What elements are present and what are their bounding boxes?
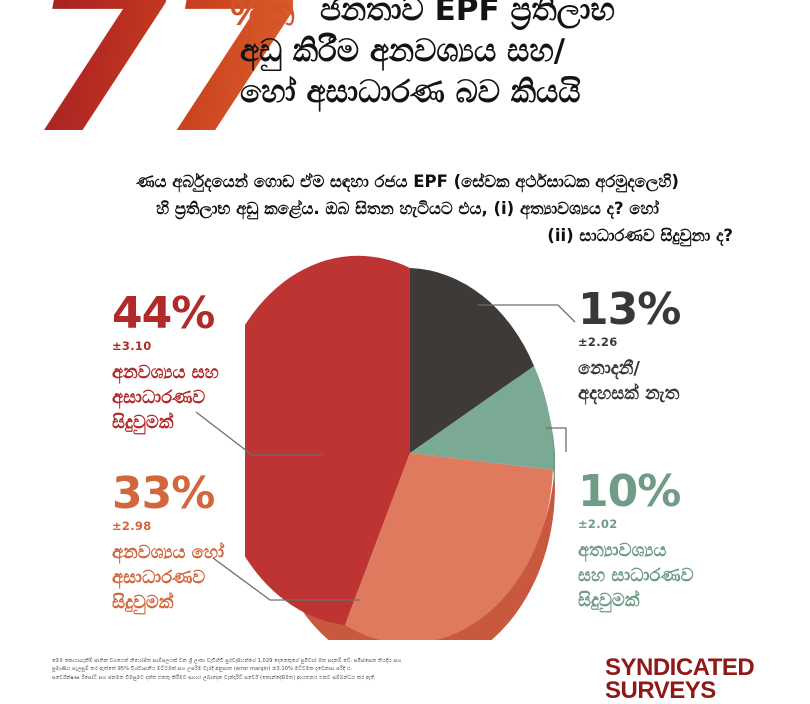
callout-33-desc-line-3: සිදුවුමක් [112,592,174,613]
callout-33-desc-line-2: අසාධාරණව [112,567,206,588]
header-banner: 77 %ක ජනතාව EPF ප්‍රතිලාභ අඩු කිරීම අනවශ… [0,0,810,163]
footnote-line-2: පුමාණීය සැලසුම් කර ඇත්තේ 95% විශ්වාසනීය … [52,666,353,673]
callout-10-margin-of-error: ±2.02 [578,517,618,531]
survey-question-line-2: හි ප්‍රතිලාභ අඩු කළේය. ඔබ සිතන හැටියට එය… [156,199,659,218]
pie-chart-svg [245,255,555,640]
callout-44-margin-of-error: ±3.10 [112,339,152,353]
callout-10-desc-line-2: සහ සාධාරණව [578,565,694,586]
callout-44: 44% ±3.10 අනවශ්‍යය සහ අසාධාරණව සිදුවුමක් [112,292,292,435]
pie-slice-dark-13 [410,268,534,453]
headline-line-3: හෝ අසාධාරණ බව කියයි [240,74,581,110]
callout-33-percent: 33% [112,468,215,519]
callout-44-percent: 44% [112,288,215,339]
page-title: ජනතාව EPF ප්‍රතිලාභ අඩු කිරීම අනවශ්‍යය ස… [240,0,800,113]
callout-10-desc-line-1: අත්‍යාවශ්‍යය [578,540,667,561]
callout-33-desc-line-1: අනවශ්‍යය හෝ [112,542,225,563]
callout-13-desc-line-2: අදහසක් නැත [578,383,680,404]
pie-slice-green-10 [410,366,554,470]
methodology-footnote: මෙම කොයාගැනීම් ජාතික වශයෙන් නියෝජිත සාම්… [52,657,572,682]
headline-percent-suffix: %ක [230,0,295,34]
callout-13-margin-of-error: ±2.26 [578,335,618,349]
brand-logo: SYNDICATED SURVEYS [605,654,790,704]
pie-slice-red-44 [245,255,410,625]
headline-line-2: අඩු කිරීම අනවශ්‍යය සහ/ [240,33,566,69]
pie-chart [0,255,810,645]
pie-top-face [245,255,554,640]
callout-13-description: නොදනී/ අදහසක් නැත [578,356,778,406]
survey-question: ණය අර්බුදයෙන් ගොඩ ඒම සඳහා රජය EPF (සේවක … [40,168,775,249]
callout-10-desc-line-3: සිදුවුමක් [578,590,640,611]
headline-big-number: 77 [28,0,303,163]
callout-44-desc-line-3: සිදුවුමක් [112,412,174,433]
callout-33-margin-of-error: ±2.98 [112,519,152,533]
headline-line-1: ජනතාව EPF ප්‍රතිලාභ [320,0,615,28]
footnote-line-1: මෙම කොයාගැනීම් ජාතික වශයෙන් නියෝජිත සාම්… [52,658,402,664]
brand-logo-line-2: SURVEYS [605,677,716,704]
callout-13-desc-line-1: නොදනී/ [578,358,640,379]
pie-slice-orange-33 [345,453,553,640]
callout-10-percent: 10% [578,466,681,517]
callout-10: 10% ±2.02 අත්‍යාවශ්‍යය සහ සාධාරණව සිදුවු… [578,470,778,613]
survey-question-line-3: (ii) සාධාරණව සිදුවුනා ද? [547,226,733,245]
callout-44-desc-line-2: අසාධාරණව [112,387,206,408]
callout-44-description: අනවශ්‍යය සහ අසාධාරණව සිදුවුමක් [112,360,292,435]
callout-33: 33% ±2.98 අනවශ්‍යය හෝ අසාධාරණව සිදුවුමක් [112,472,297,615]
callout-44-desc-line-1: අනවශ්‍යය සහ [112,362,219,383]
footnote-line-3: සර්වේක්ෂණ රිපෝට් සහ ජනමත විමසුමට දත්ත එක… [52,674,375,681]
callout-33-description: අනවශ්‍යය හෝ අසාධාරණව සිදුවුමක් [112,540,297,615]
survey-question-line-1: ණය අර්බුදයෙන් ගොඩ ඒම සඳහා රජය EPF (සේවක … [136,172,679,191]
callout-13: 13% ±2.26 නොදනී/ අදහසක් නැත [578,288,778,406]
callout-13-percent: 13% [578,284,681,335]
callout-10-description: අත්‍යාවශ්‍යය සහ සාධාරණව සිදුවුමක් [578,538,778,613]
brand-logo-line-1: SYNDICATED [605,654,755,681]
